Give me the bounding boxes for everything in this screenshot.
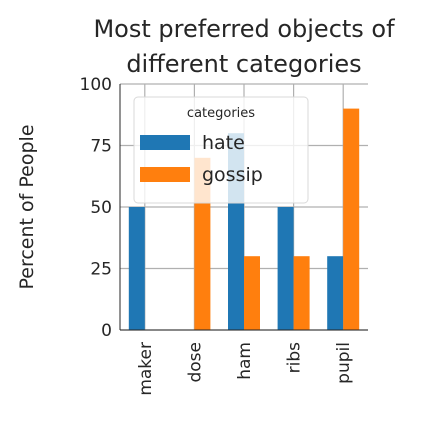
bar-gossip-pupil: [343, 108, 360, 330]
x-tick-label-dose: dose: [185, 342, 205, 383]
bar-hate-ribs: [277, 207, 294, 330]
legend: categories hate gossip: [133, 96, 309, 204]
bar-gossip-ham: [244, 256, 260, 330]
bar-hate-maker: [128, 207, 145, 330]
x-tick-label-pupil: pupil: [334, 342, 354, 384]
y-tick-label: 50: [90, 198, 112, 218]
x-tick-label-maker: maker: [136, 342, 156, 396]
chart-title-line-2: different categories: [126, 50, 361, 78]
y-axis-label: Percent of People: [16, 124, 38, 289]
y-tick-label: 0: [101, 321, 112, 341]
legend-label-gossip: gossip: [202, 164, 263, 186]
bar-gossip-ribs: [293, 256, 310, 330]
legend-swatch-hate: [140, 135, 190, 150]
x-tick-label-ham: ham: [235, 342, 255, 380]
bar-hate-pupil: [327, 256, 344, 330]
legend-swatch-gossip: [140, 167, 190, 182]
y-tick-label: 25: [90, 260, 112, 280]
chart-title-line-1: Most preferred objects of: [93, 15, 395, 43]
legend-title: categories: [187, 106, 255, 121]
x-tick-label-ribs: ribs: [285, 342, 305, 374]
y-tick-label: 75: [90, 137, 112, 157]
legend-label-hate: hate: [202, 132, 245, 154]
y-tick-label: 100: [80, 75, 112, 95]
